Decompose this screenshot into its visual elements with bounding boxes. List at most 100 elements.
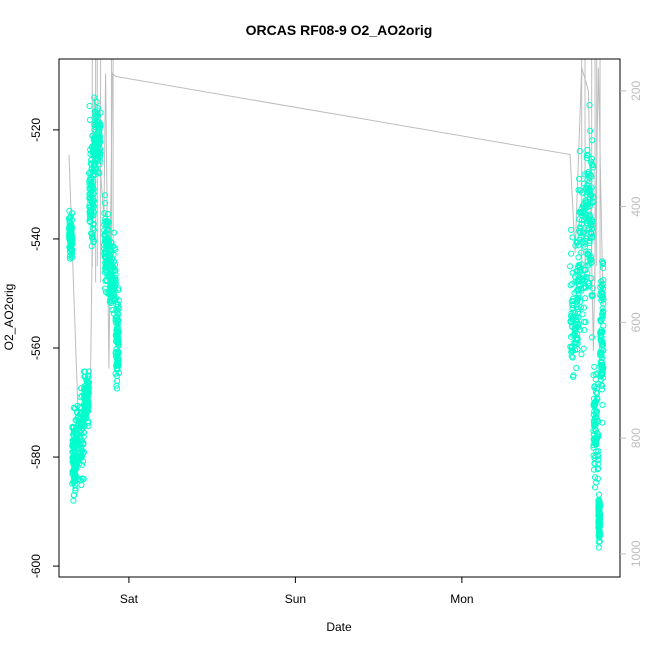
data-point (579, 311, 586, 318)
data-point (104, 226, 112, 233)
data-point (570, 309, 577, 316)
data-point (581, 327, 588, 334)
data-point (585, 251, 592, 258)
data-point (581, 274, 588, 281)
data-point (104, 210, 112, 218)
data-point (578, 351, 585, 358)
data-point (591, 460, 598, 468)
data-point (81, 373, 88, 380)
data-point (577, 285, 584, 292)
data-point (81, 384, 89, 392)
data-point (587, 220, 594, 227)
data-point (582, 295, 589, 302)
y-tick-label: -580 (29, 445, 43, 469)
data-point (580, 210, 587, 217)
data-point (576, 208, 583, 216)
y-tick-label: -540 (29, 227, 43, 251)
data-point (593, 437, 600, 444)
data-point (76, 404, 83, 411)
data-point (96, 124, 103, 131)
data-point (76, 475, 83, 482)
data-point (582, 266, 589, 274)
data-point (93, 98, 100, 106)
data-point (114, 325, 121, 332)
data-point (573, 364, 580, 372)
data-point (595, 518, 602, 525)
data-point (587, 127, 594, 134)
data-point (91, 141, 98, 149)
data-point (590, 427, 597, 434)
right-y-tick-label: 400 (629, 196, 643, 216)
data-point (572, 278, 579, 285)
data-point (590, 402, 597, 409)
data-point (574, 340, 581, 347)
data-point (112, 267, 119, 274)
data-point (567, 282, 574, 289)
data-point (77, 477, 84, 484)
data-point (67, 243, 74, 250)
data-point (570, 302, 577, 309)
data-point (598, 288, 605, 296)
data-point (85, 372, 92, 379)
data-point (112, 276, 119, 283)
data-point (598, 349, 605, 356)
data-point (576, 148, 583, 155)
data-point (92, 152, 99, 159)
data-point (587, 228, 594, 235)
data-point (592, 484, 599, 491)
data-point (592, 376, 600, 383)
data-point (107, 246, 114, 253)
data-point (593, 408, 601, 415)
data-point (86, 116, 94, 124)
data-point (67, 239, 74, 247)
data-point (588, 292, 595, 299)
right-y-tick-label: 600 (629, 312, 643, 332)
data-point (599, 419, 606, 426)
data-point (580, 284, 587, 292)
data-point (113, 314, 120, 321)
data-point (583, 191, 590, 198)
data-point (591, 408, 598, 415)
data-point (115, 285, 122, 292)
data-point (569, 234, 576, 241)
data-point (578, 261, 585, 268)
data-point (107, 274, 114, 281)
data-point (115, 297, 122, 304)
data-point (568, 226, 575, 233)
data-point (112, 317, 119, 324)
data-point (584, 185, 591, 192)
data-point (575, 186, 582, 194)
data-point (576, 267, 583, 274)
data-point (106, 273, 113, 280)
data-point (78, 438, 85, 445)
data-point (80, 429, 87, 436)
data-point (575, 320, 582, 327)
data-point (70, 492, 78, 499)
data-point (72, 485, 79, 492)
data-point (85, 384, 92, 391)
data-point (600, 365, 607, 373)
data-point (113, 366, 121, 373)
data-point (92, 112, 99, 119)
right-y-tick-label: 800 (629, 428, 643, 448)
data-point (598, 282, 605, 289)
data-point (108, 263, 115, 271)
data-point (87, 177, 94, 184)
data-point (97, 109, 104, 116)
data-point (568, 353, 575, 360)
data-point (87, 184, 94, 191)
data-point (576, 216, 583, 223)
data-point (107, 291, 114, 298)
data-point (584, 270, 591, 277)
data-point (92, 171, 99, 178)
data-point (66, 219, 74, 226)
chart-title: ORCAS RF08-9 O2_AO2orig (246, 22, 433, 38)
data-point (597, 377, 605, 384)
x-tick-label: Sat (120, 592, 139, 606)
data-point (599, 258, 606, 265)
data-point (591, 421, 598, 428)
data-point (569, 323, 576, 330)
data-point (74, 476, 82, 483)
data-point (88, 230, 95, 237)
